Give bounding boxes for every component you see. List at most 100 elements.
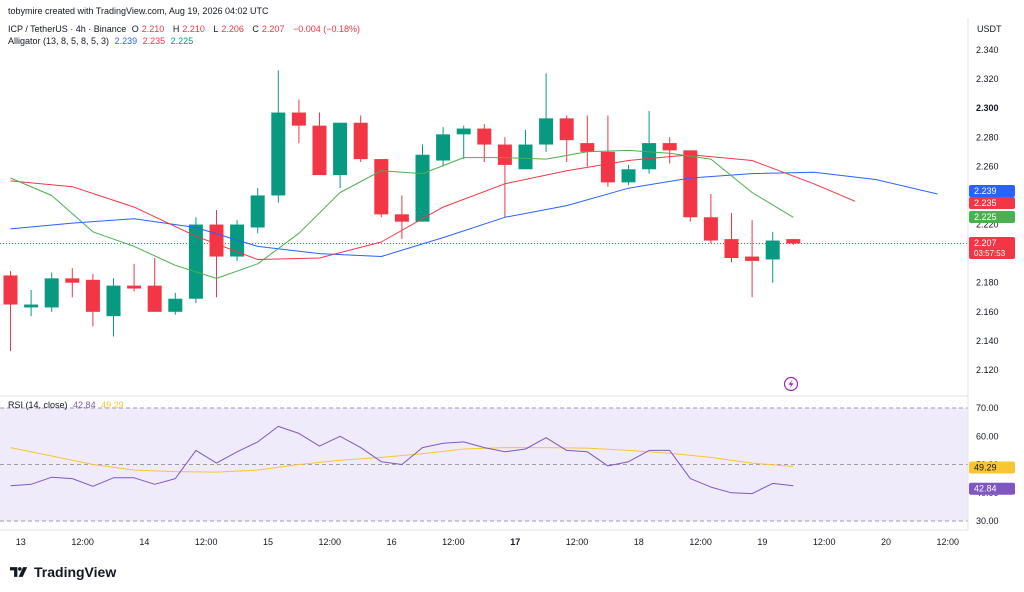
symbol-legend[interactable]: ICP / TetherUS · 4h · Binance O 2.210 H 2.… bbox=[8, 24, 363, 34]
candle-up bbox=[539, 73, 554, 152]
candle-down bbox=[559, 115, 574, 162]
rsi-tick-label: 70.00 bbox=[976, 403, 999, 413]
candle-up bbox=[415, 144, 430, 222]
candle-body bbox=[374, 159, 389, 215]
price-tick-label: 2.340 bbox=[976, 45, 999, 55]
candle-up bbox=[188, 217, 203, 304]
jaw-value-tag: 2.239 bbox=[969, 185, 1015, 197]
rsi-value-tag-text: 42.84 bbox=[974, 484, 997, 494]
time-tick-label: 20 bbox=[881, 537, 891, 547]
close-value: C 2.207 bbox=[252, 24, 285, 34]
candle-body bbox=[580, 143, 595, 152]
candle-body bbox=[106, 285, 121, 317]
time-tick-label: 12:00 bbox=[442, 537, 465, 547]
countdown-text: 03:57:53 bbox=[974, 249, 1006, 258]
candle-down bbox=[312, 112, 327, 176]
rsi-ma-value-tag-bg bbox=[969, 461, 1015, 474]
alligator-teeth-value: 2.235 bbox=[142, 36, 166, 46]
candle-down bbox=[580, 115, 595, 167]
teeth-value-tag-text: 2.235 bbox=[974, 198, 997, 208]
rsi-ma-value-tag-text: 49.29 bbox=[974, 462, 997, 472]
candle-body bbox=[188, 224, 203, 299]
candle-body bbox=[168, 298, 183, 312]
candle-body bbox=[127, 285, 142, 289]
candle-up bbox=[333, 122, 348, 189]
rsi-line bbox=[10, 425, 794, 495]
candle-up bbox=[250, 188, 265, 234]
current-price-tag-bg bbox=[969, 237, 1015, 259]
candle-body bbox=[394, 214, 409, 222]
lips-value-tag-bg bbox=[969, 211, 1015, 223]
candle-up bbox=[765, 231, 780, 283]
candle-up bbox=[271, 70, 286, 203]
current-price-tag-text: 2.207 bbox=[974, 238, 997, 248]
candle-up bbox=[436, 127, 451, 167]
lips-value-tag-text: 2.225 bbox=[974, 212, 997, 222]
candle-down bbox=[477, 124, 492, 162]
tradingview-logo-icon bbox=[10, 567, 28, 577]
price-tick-label: 2.160 bbox=[976, 307, 999, 317]
candle-up bbox=[642, 111, 657, 174]
candle-up bbox=[24, 290, 39, 317]
rsi-legend[interactable]: RSI (14, close) 42.84 49.29 bbox=[8, 400, 127, 410]
candle-body bbox=[559, 118, 574, 141]
candle-body bbox=[271, 112, 286, 196]
alligator-legend[interactable]: Alligator (13, 8, 5, 8, 5, 3) 2.239 2.23… bbox=[8, 36, 196, 46]
candle-body bbox=[415, 154, 430, 222]
candle-down bbox=[65, 268, 80, 298]
candle-down bbox=[683, 150, 698, 222]
candle-body bbox=[600, 151, 615, 183]
rsi-ma-value: 49.29 bbox=[101, 400, 124, 410]
candle-body bbox=[786, 239, 801, 244]
candle-body bbox=[250, 195, 265, 228]
candle-body bbox=[518, 144, 533, 170]
candle-body bbox=[65, 278, 80, 283]
tradingview-logo-text: TradingView bbox=[34, 564, 117, 580]
symbol-name: ICP / TetherUS · 4h · Binance bbox=[8, 24, 127, 34]
candle-body bbox=[24, 304, 39, 308]
candle-down bbox=[209, 210, 224, 298]
candle-body bbox=[85, 279, 100, 312]
time-tick-label: 12:00 bbox=[813, 537, 836, 547]
high-value: H 2.210 bbox=[172, 24, 205, 34]
candle-body bbox=[3, 275, 18, 305]
rsi-value-tag: 42.84 bbox=[969, 482, 1015, 495]
rsi-lines bbox=[10, 425, 794, 495]
rsi-ma-line bbox=[10, 447, 794, 473]
open-value: O 2.210 bbox=[131, 24, 165, 34]
price-tick-label: 2.140 bbox=[976, 336, 999, 346]
alligator-teeth-line bbox=[10, 154, 856, 260]
candle-body bbox=[539, 118, 554, 145]
time-tick-label: 12:00 bbox=[689, 537, 712, 547]
candles bbox=[3, 70, 801, 352]
time-tick-label: 12:00 bbox=[566, 537, 589, 547]
candle-body bbox=[703, 217, 718, 241]
rsi-tick-label: 30.00 bbox=[976, 516, 999, 526]
lightning-icon[interactable] bbox=[783, 376, 799, 392]
candle-body bbox=[477, 128, 492, 145]
candle-body bbox=[353, 122, 368, 160]
candle-body bbox=[456, 128, 471, 135]
time-tick-label: 15 bbox=[263, 537, 273, 547]
alligator-lines bbox=[10, 149, 938, 279]
candle-body bbox=[642, 143, 657, 170]
candle-down bbox=[85, 274, 100, 327]
time-tick-label: 12:00 bbox=[937, 537, 960, 547]
price-tick-label: 2.280 bbox=[976, 132, 999, 142]
price-axis-ticks: 2.3402.3202.3002.2802.2602.2402.2202.200… bbox=[976, 45, 999, 375]
candle-up bbox=[106, 278, 121, 337]
candle-body bbox=[312, 125, 327, 176]
time-tick-label: 18 bbox=[634, 537, 644, 547]
candle-down bbox=[745, 220, 760, 298]
candle-body bbox=[44, 278, 59, 308]
time-tick-label: 19 bbox=[757, 537, 767, 547]
price-tick-label: 2.220 bbox=[976, 220, 999, 230]
jaw-value-tag-bg bbox=[969, 185, 1015, 197]
price-tick-label: 2.120 bbox=[976, 365, 999, 375]
rsi-value: 42.84 bbox=[73, 400, 96, 410]
jaw-value-tag-text: 2.239 bbox=[974, 186, 997, 196]
candle-body bbox=[291, 112, 306, 126]
rsi-background bbox=[0, 407, 968, 522]
